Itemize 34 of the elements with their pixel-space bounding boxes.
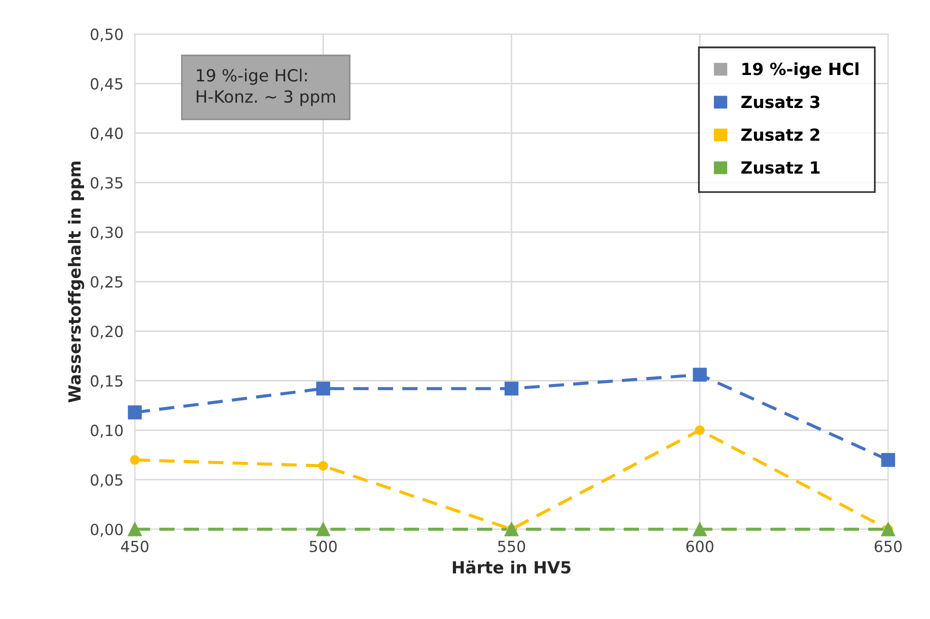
y-tick-label: 0,10 — [90, 424, 123, 438]
legend-label: Zusatz 2 — [741, 128, 820, 142]
y-tick-label: 0,40 — [90, 128, 123, 141]
point — [692, 522, 707, 536]
x-tick-label: 450 — [121, 540, 148, 552]
annotation: 19 %-ige HCl: H-Konz. ~ 3 ppm — [196, 68, 336, 106]
point — [318, 461, 328, 471]
y-tick-label: 0,45 — [90, 78, 122, 92]
x-axis-title: Härte in HV5 — [452, 560, 570, 574]
point — [128, 522, 142, 536]
y-tick-label: 0,30 — [90, 226, 123, 240]
point — [694, 425, 705, 436]
y-tick-label: 0,00 — [90, 524, 123, 537]
x-tick-label: 550 — [498, 540, 526, 552]
legend-label: 19 %-ige HCl — [742, 62, 858, 79]
point — [881, 452, 896, 467]
point — [504, 382, 518, 396]
y-tick-label: 0,25 — [90, 276, 122, 290]
y-tick-label: 0,35 — [90, 177, 122, 190]
x-tick-label: 600 — [686, 540, 714, 552]
point — [130, 455, 140, 465]
point — [128, 405, 142, 420]
y-tick-label: 0,20 — [90, 326, 123, 339]
point — [692, 368, 707, 382]
point — [316, 522, 330, 536]
x-tick-label: 650 — [874, 540, 902, 552]
legend-label: Zusatz 1 — [741, 161, 820, 174]
y-tick-label: 0,50 — [90, 28, 123, 42]
y-tick-label: 0,15 — [90, 375, 122, 388]
legend-label: Zusatz 3 — [741, 96, 820, 108]
y-axis-title: Wasserstoffgehalt in ppm — [68, 162, 84, 402]
point — [316, 382, 330, 396]
y-tick-label: 0,05 — [90, 474, 122, 488]
x-tick-label: 500 — [310, 540, 337, 552]
